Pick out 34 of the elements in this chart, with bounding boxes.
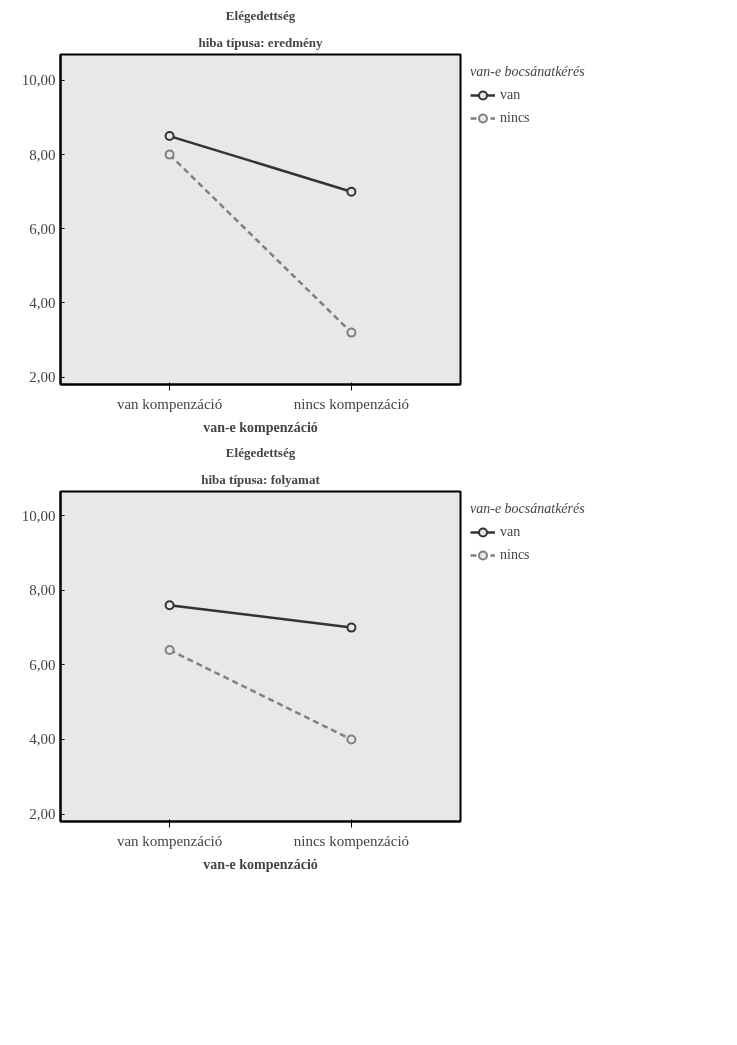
legend-label: nincs xyxy=(500,547,530,563)
chart-title: Elégedettség xyxy=(225,7,296,23)
point xyxy=(164,600,175,611)
legend-label: nincs xyxy=(500,110,530,126)
y-tick-label: 8,00 xyxy=(29,146,56,163)
y-tick-label: 4,00 xyxy=(29,294,56,311)
y-tick-label: 2,00 xyxy=(29,806,56,823)
x-tick-label: van kompenzáció xyxy=(116,832,223,849)
x-tick-label: van kompenzáció xyxy=(116,395,223,412)
point xyxy=(346,622,357,633)
point xyxy=(164,644,175,655)
x-tick-label: nincs kompenzáció xyxy=(293,395,410,412)
y-tick-label: 2,00 xyxy=(29,369,56,386)
point xyxy=(164,149,175,160)
legend-label: van xyxy=(500,524,521,540)
point xyxy=(346,734,357,745)
chart-subtitle: hiba típusa: folyamat xyxy=(201,471,321,487)
y-tick-label: 10,00 xyxy=(21,507,56,524)
x-axis-title: van-e kompenzáció xyxy=(203,419,318,435)
x-tick-label: nincs kompenzáció xyxy=(293,832,410,849)
legend-title: van-e bocsánatkérés xyxy=(470,501,585,517)
chart-title: Elégedettség xyxy=(225,444,296,460)
point xyxy=(346,186,357,197)
y-tick-label: 8,00 xyxy=(29,582,56,599)
point xyxy=(164,131,175,142)
y-tick-label: 4,00 xyxy=(29,731,56,748)
chart-subtitle: hiba típusa: eredmény xyxy=(198,34,323,50)
y-tick-label: 6,00 xyxy=(29,656,56,673)
x-axis-title: van-e kompenzáció xyxy=(203,856,318,872)
y-tick-label: 6,00 xyxy=(29,220,56,237)
y-tick-label: 10,00 xyxy=(21,72,56,89)
legend-label: van xyxy=(500,87,521,103)
point xyxy=(346,327,357,338)
legend-title: van-e bocsánatkérés xyxy=(470,64,585,80)
